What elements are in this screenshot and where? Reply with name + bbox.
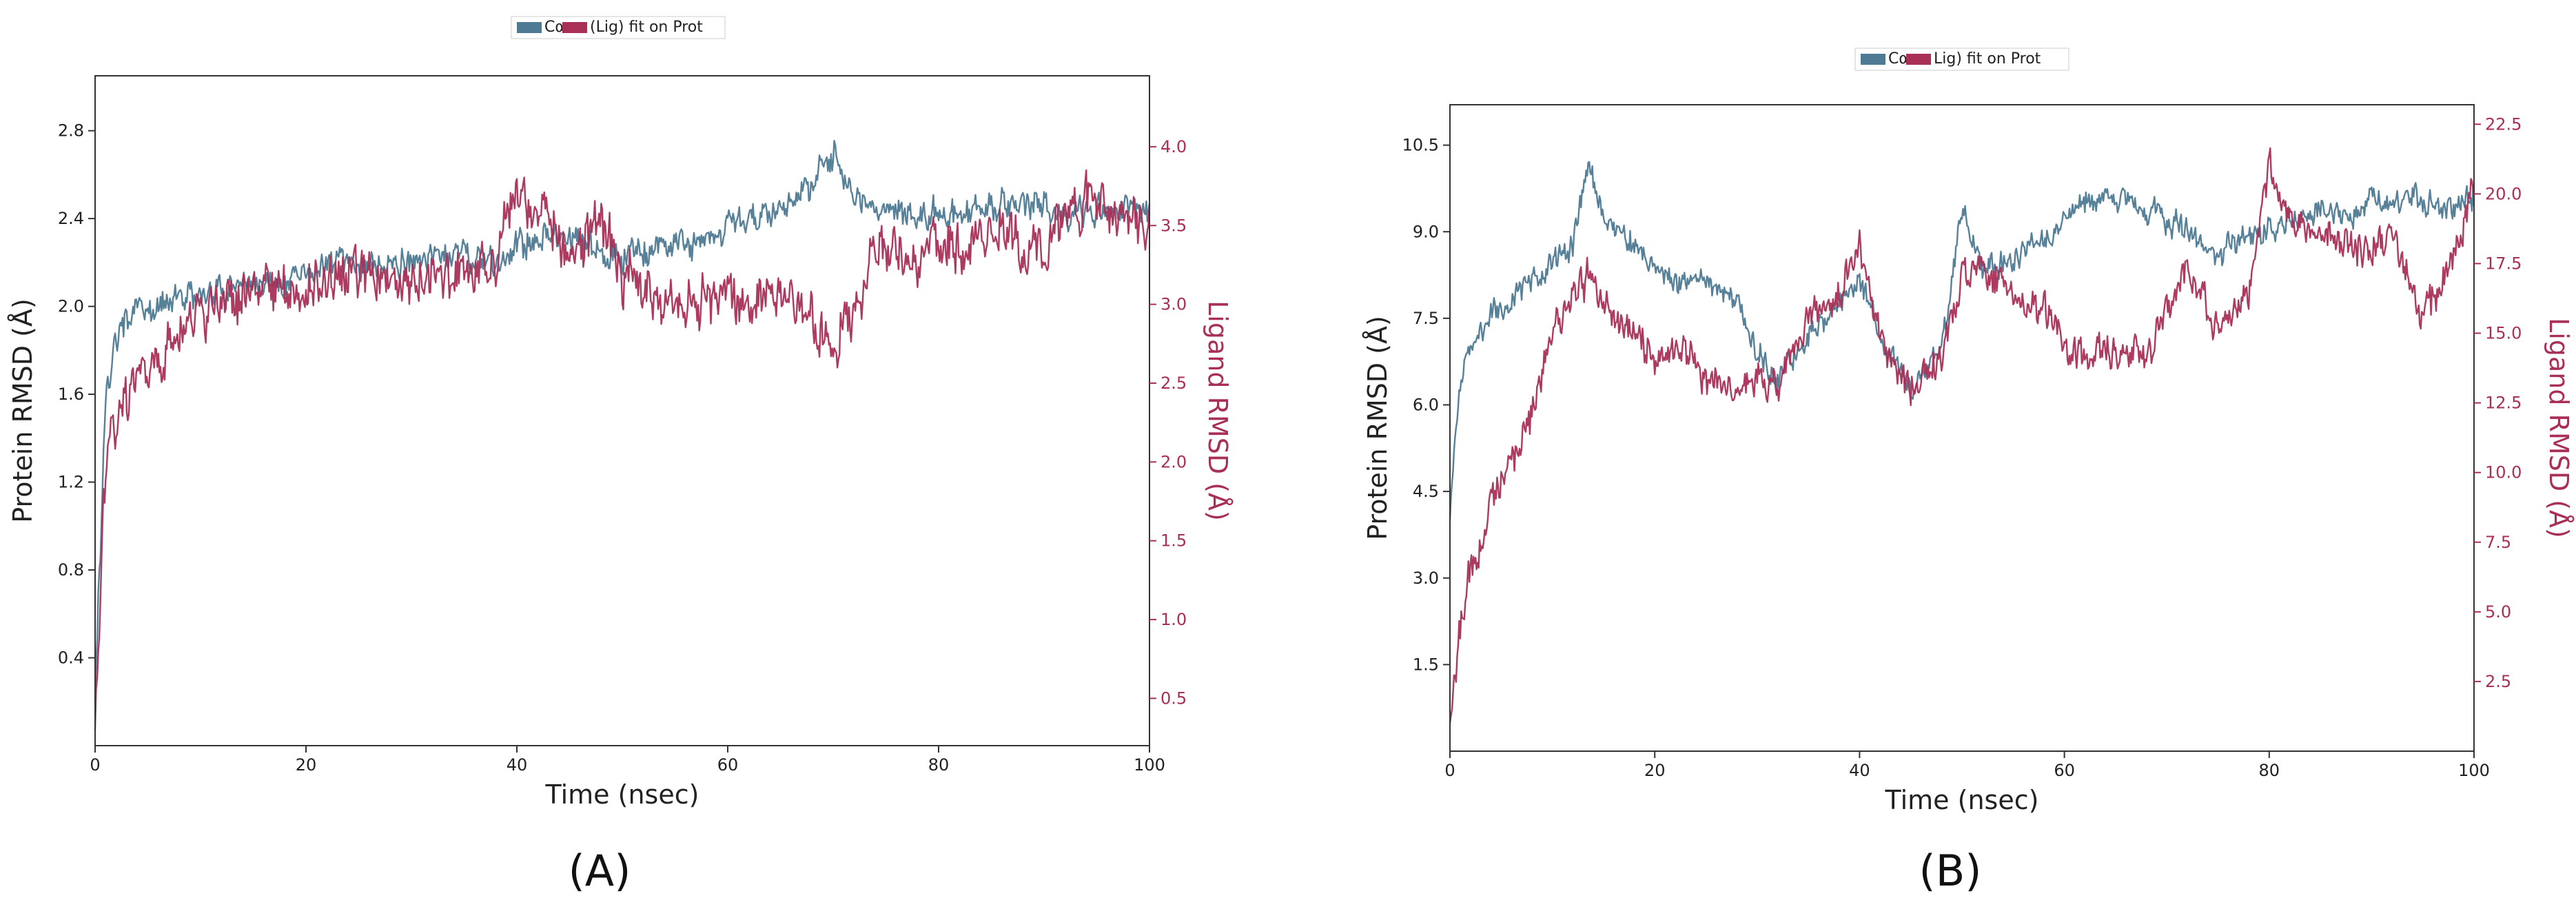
y-right-tick-label: 3.5	[1161, 216, 1187, 235]
y-left-tick-label: 1.6	[58, 385, 84, 404]
x-tick-label: 40	[1849, 761, 1870, 780]
y-right-tick-label: 4.0	[1161, 137, 1187, 156]
y-right-tick-label: 7.5	[2485, 533, 2511, 552]
x-tick-label: 80	[928, 755, 950, 775]
y-left-tick-label: 0.4	[58, 648, 84, 668]
legend-box	[511, 16, 726, 39]
y-left-tick-label: 0.8	[58, 560, 84, 580]
y-left-tick-label: 4.5	[1413, 482, 1439, 501]
x-tick-label: 0	[90, 755, 100, 775]
y-right-tick-label: 20.0	[2485, 184, 2522, 203]
y-right-tick-label: 17.5	[2485, 254, 2522, 273]
y-left-tick-label: 2.4	[58, 209, 84, 228]
y-right-tick-label: 10.0	[2485, 463, 2522, 482]
panel-label: (B)	[1919, 846, 1982, 896]
x-tick-label: 40	[507, 755, 528, 775]
y-right-tick-label: 0.5	[1161, 688, 1187, 708]
legend-swatch-ligand	[562, 22, 587, 33]
plot-frame	[94, 75, 1150, 746]
legend-box	[1854, 48, 2069, 71]
y-left-tick-label: 1.2	[58, 473, 84, 492]
y-right-tick-label: 3.0	[1161, 295, 1187, 314]
protein-rmsd-line	[94, 139, 1151, 702]
y-right-tick-label: 15.0	[2485, 324, 2522, 343]
y-left-tick-label: 3.0	[1413, 569, 1439, 588]
y-right-axis-label: Ligand RMSD (Å)	[1203, 300, 1233, 521]
y-right-tick-label: 1.5	[1161, 531, 1187, 551]
legend-swatch-protein	[1861, 54, 1885, 65]
x-tick-label: 100	[2458, 761, 2490, 780]
x-tick-label: 60	[2054, 761, 2075, 780]
x-axis-label: Time (nsec)	[545, 779, 699, 810]
legend: Cα Lig) fit on Prot	[1854, 48, 2069, 71]
y-left-tick-label: 9.0	[1413, 222, 1439, 241]
x-tick-label: 100	[1134, 755, 1165, 775]
x-tick-label: 80	[2259, 761, 2280, 780]
y-right-axis-label: Ligand RMSD (Å)	[2544, 318, 2574, 538]
protein-rmsd-line	[1449, 161, 2475, 521]
y-left-tick-label: 6.0	[1413, 396, 1439, 415]
y-left-axis-label: Protein RMSD (Å)	[1362, 316, 1393, 540]
y-left-tick-label: 10.5	[1402, 136, 1439, 155]
chart-panel-a: 0 20 40 60 80 100 0.4 0.8 1.2 1.6 2.0 2.4 2.8 0.5 1.0 1…	[8, 16, 1233, 896]
x-tick-label: 0	[1444, 761, 1455, 780]
x-tick-label: 60	[717, 755, 739, 775]
legend: Cα (Lig) fit on Prot	[511, 16, 726, 39]
y-right-tick-label: 5.0	[2485, 602, 2511, 622]
chart-panel-b: 0 20 40 60 80 100 1.5 3.0 4.5 6.0 7.5 9.0 10.5 2.5 5.0…	[1362, 48, 2574, 896]
y-right-tick-label: 2.5	[2485, 672, 2511, 691]
ligand-rmsd-line	[94, 169, 1151, 730]
y-right-tick-label: 1.0	[1161, 610, 1187, 629]
x-tick-label: 20	[296, 755, 317, 775]
legend-label-protein: Cα	[544, 19, 565, 36]
legend-label-protein: Cα	[1888, 50, 1909, 68]
x-axis-label: Time (nsec)	[1885, 785, 2039, 815]
legend-swatch-protein	[517, 22, 542, 33]
legend-swatch-ligand	[1906, 54, 1931, 65]
legend-label-ligand: (Lig) fit on Prot	[590, 19, 703, 36]
y-right-tick-label: 2.0	[1161, 452, 1187, 471]
y-left-tick-label: 7.5	[1413, 309, 1439, 328]
y-right-tick-label: 12.5	[2485, 393, 2522, 413]
y-right-tick-label: 22.5	[2485, 114, 2522, 134]
plot-frame	[1449, 104, 2475, 752]
y-left-axis-label: Protein RMSD (Å)	[8, 298, 38, 523]
y-left-tick-label: 2.8	[58, 121, 84, 141]
legend-label-ligand: Lig) fit on Prot	[1934, 50, 2041, 68]
x-tick-label: 20	[1644, 761, 1666, 780]
y-left-tick-label: 2.0	[58, 297, 84, 316]
y-right-tick-label: 2.5	[1161, 374, 1187, 393]
y-left-tick-label: 1.5	[1413, 655, 1439, 674]
ligand-rmsd-line	[1449, 147, 2475, 724]
panel-label: (A)	[569, 846, 631, 896]
